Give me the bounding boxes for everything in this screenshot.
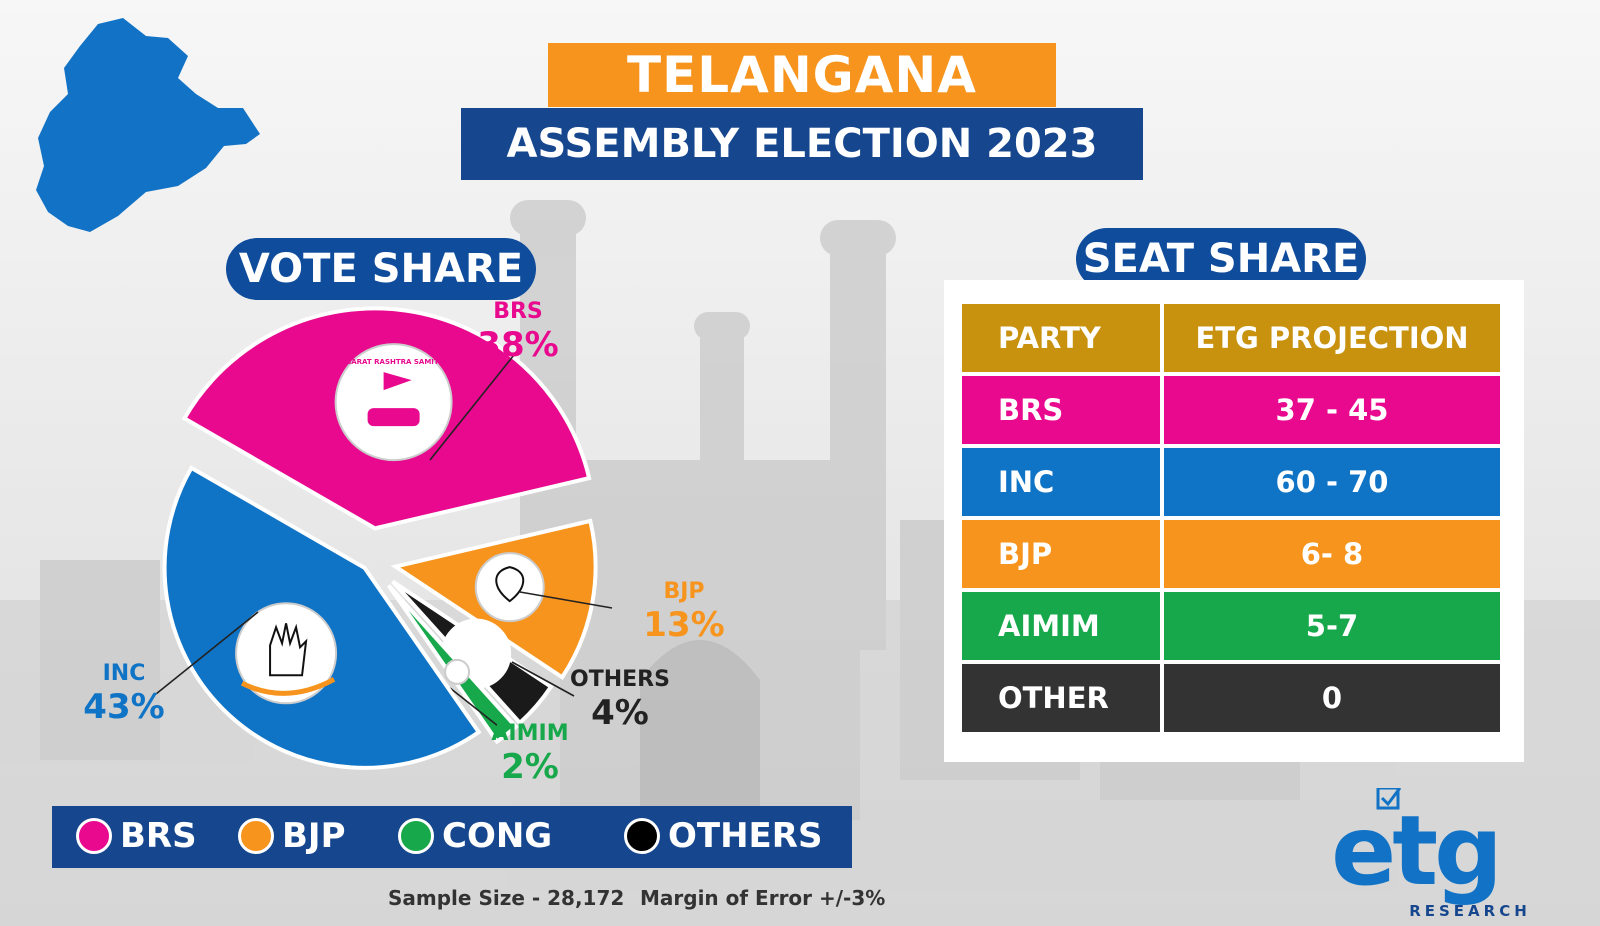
- slice-value-label: 43%: [83, 687, 164, 727]
- leader-line: [155, 611, 259, 695]
- row-party: BRS: [962, 376, 1164, 444]
- sample-size: Sample Size - 28,172: [388, 886, 625, 910]
- row-projection: 37 - 45: [1164, 376, 1500, 444]
- table-row: INC 60 - 70: [962, 448, 1500, 516]
- leader-line: [519, 591, 613, 609]
- header-party: PARTY: [962, 304, 1164, 372]
- etg-research-logo: etg RESEARCH: [1331, 788, 1530, 918]
- legend-swatch: [398, 818, 434, 854]
- slice-name-label: AIMIM: [491, 721, 568, 746]
- row-party: BJP: [962, 520, 1164, 588]
- legend-label: BRS: [120, 816, 197, 856]
- seat-share-table: PARTY ETG PROJECTION BRS 37 - 45 INC 60 …: [962, 300, 1500, 736]
- table-row: AIMIM 5-7: [962, 592, 1500, 660]
- row-party: OTHER: [962, 664, 1164, 732]
- legend: BRS BJP CONG OTHERS: [52, 806, 852, 868]
- table-row: BRS 37 - 45: [962, 376, 1500, 444]
- row-projection: 60 - 70: [1164, 448, 1500, 516]
- table-row: OTHER 0: [962, 664, 1500, 732]
- legend-label: BJP: [282, 816, 346, 856]
- main-title: TELANGANA: [548, 43, 1056, 107]
- legend-swatch: [624, 818, 660, 854]
- slice-value-label: 13%: [643, 605, 724, 645]
- row-projection: 0: [1164, 664, 1500, 732]
- telangana-map-icon: [36, 18, 260, 232]
- party-emblem-aimim: [444, 658, 471, 685]
- legend-swatch: [76, 818, 112, 854]
- swoosh-icon: [240, 677, 336, 696]
- slice-value-label: 2%: [501, 747, 559, 787]
- table-row: BJP 6- 8: [962, 520, 1500, 588]
- party-emblem-bjp: [474, 552, 545, 623]
- party-emblem-inc: [235, 602, 338, 705]
- slice-value-label: 38%: [477, 325, 558, 365]
- slice-name-label: INC: [103, 661, 146, 686]
- legend-item-brs: BRS: [76, 816, 197, 856]
- legend-item-others: OTHERS: [624, 816, 822, 856]
- seat-share-heading: SEAT SHARE: [1076, 228, 1366, 290]
- row-projection: 6- 8: [1164, 520, 1500, 588]
- row-projection: 5-7: [1164, 592, 1500, 660]
- checkbox-icon: [1376, 788, 1402, 810]
- leader-line: [429, 349, 519, 461]
- hand-icon: [269, 623, 308, 677]
- leader-line: [511, 661, 575, 697]
- margin-of-error: Margin of Error +/-3%: [640, 886, 886, 910]
- legend-label: OTHERS: [668, 816, 823, 856]
- logo-tagline: RESEARCH: [1409, 902, 1530, 918]
- row-party: AIMIM: [962, 592, 1164, 660]
- legend-swatch: [238, 818, 274, 854]
- leader-line: [449, 687, 499, 727]
- legend-label: CONG: [442, 816, 553, 856]
- vote-share-heading: VOTE SHARE: [226, 238, 536, 300]
- header-projection: ETG PROJECTION: [1164, 304, 1500, 372]
- slice-value-label: 4%: [591, 693, 649, 733]
- slice-name-label: BRS: [493, 299, 543, 324]
- main-subtitle: ASSEMBLY ELECTION 2023: [461, 108, 1143, 180]
- car-icon: [367, 408, 420, 427]
- legend-item-cong: CONG: [398, 816, 552, 856]
- party-emblem-brs: [334, 343, 453, 462]
- brs-logo-text: BHARAT RASHTRA SAMITHI: [340, 358, 447, 366]
- slice-name-label: OTHERS: [570, 667, 670, 692]
- seat-table-header-row: PARTY ETG PROJECTION: [962, 304, 1500, 372]
- slice-name-label: BJP: [663, 579, 704, 604]
- legend-item-bjp: BJP: [238, 816, 345, 856]
- row-party: INC: [962, 448, 1164, 516]
- lotus-icon: [495, 566, 525, 603]
- person-icon: [465, 632, 488, 655]
- flag-icon: [383, 372, 412, 407]
- logo-brand: etg: [1331, 795, 1499, 907]
